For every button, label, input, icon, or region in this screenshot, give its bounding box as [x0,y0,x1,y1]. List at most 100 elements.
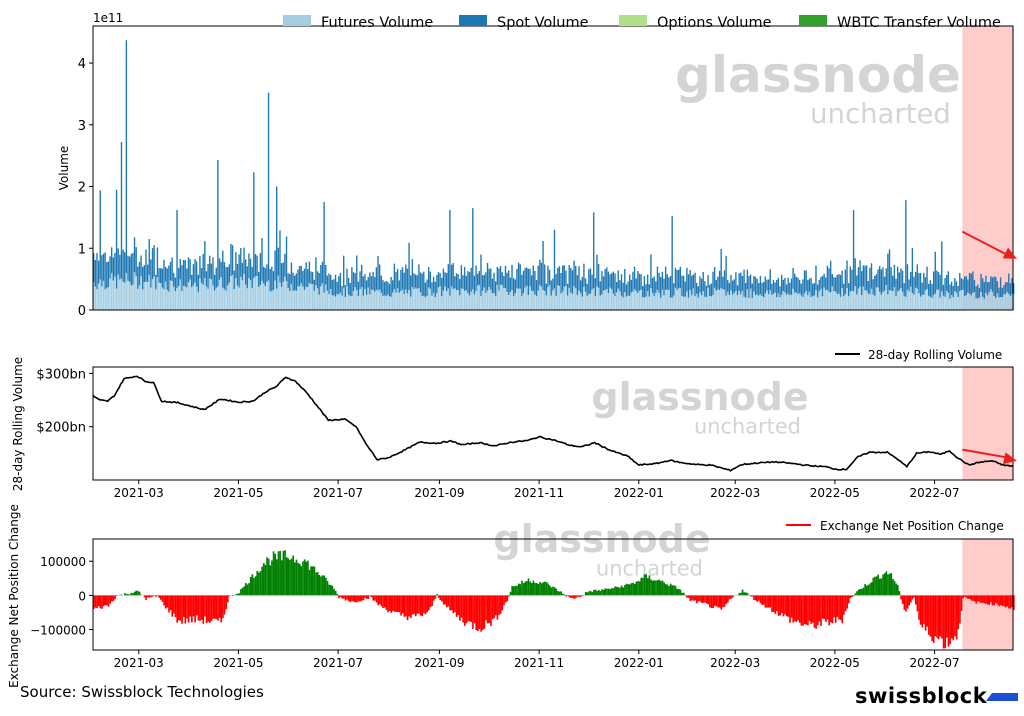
futures-bar [668,290,670,310]
spot-bar [926,266,928,289]
net-outflow-bar [204,595,206,617]
net-inflow-bar [334,590,337,596]
futures-bar [715,290,717,310]
futures-bar [965,295,967,310]
futures-bar [924,290,927,310]
spot-bar [872,279,874,295]
net-outflow-bar [501,595,504,611]
futures-bar [785,294,788,310]
futures-bar [364,288,366,310]
net-outflow-bar [197,595,200,621]
futures-bar [849,291,851,310]
spot-bar [588,269,590,295]
spot-bar [140,255,142,277]
futures-bar [421,296,423,310]
futures-bar [844,294,847,310]
futures-bar [338,294,340,310]
futures-bar [94,286,97,310]
futures-bar [921,295,923,310]
spot-bar [815,265,817,291]
net-outflow-bar [210,595,213,622]
spot-bar [266,264,268,282]
spot-bar [181,265,183,292]
futures-bar [357,295,360,310]
spot-bar [640,274,642,290]
futures-bar [602,290,605,310]
net-outflow-bar [990,595,992,603]
futures-bar [722,289,724,310]
futures-bar [463,290,466,310]
net-inflow-bar [527,578,530,596]
futures-bar [653,295,655,310]
futures-bar [779,297,781,310]
net-outflow-bar [339,595,342,597]
futures-bar [96,289,98,310]
spot-bar [807,279,809,296]
spot-bar [779,286,781,298]
net-outflow-bar [774,595,777,614]
net-outflow-bar [155,595,157,597]
net-inflow-bar [609,589,612,596]
spot-bar [540,262,543,287]
spot-bar [826,265,829,290]
net-inflow-bar [875,576,878,596]
futures-bar [673,295,675,310]
net-inflow-bar [236,593,239,596]
spot-bar [535,280,538,296]
net-outflow-bar [932,595,935,643]
spot-bar [135,247,137,277]
futures-bar [99,279,101,310]
spot-bar [192,264,195,286]
futures-bar [400,290,402,310]
y-tick-label: 2 [78,181,86,196]
futures-bar [344,296,347,310]
futures-bar [305,287,307,310]
trend-arrow-line [962,448,1010,459]
spot-bar [349,282,351,296]
net-inflow-bar [262,563,265,596]
futures-bar [589,293,592,310]
net-inflow-bar [741,589,744,596]
futures-bar [293,290,296,310]
spot-bar [303,268,306,290]
spot-bar [823,273,825,288]
futures-bar [612,293,615,310]
futures-bar [101,286,103,310]
net-inflow-bar [511,586,513,596]
net-inflow-bar [606,588,608,596]
futures-bar [494,295,497,310]
net-outflow-bar [970,595,973,601]
net-outflow-bar [813,595,816,628]
futures-bar [756,294,758,310]
spot-bar [119,254,121,280]
futures-bar [434,297,436,310]
futures-bar [249,280,252,310]
spot-bar [382,280,384,297]
net-outflow-bar [699,595,701,602]
spot-bar [800,283,802,296]
net-inflow-bar [668,586,670,596]
net-inflow-bar [591,592,594,596]
y-tick-label: 4 [78,57,86,72]
spot-bar [509,277,512,293]
futures-bar [972,292,974,310]
net-outflow-bar [978,595,981,602]
futures-bar [235,278,237,310]
futures-bar [872,294,874,310]
net-outflow-bar [771,595,773,613]
net-inflow-bar [240,589,242,596]
futures-bar [215,287,217,310]
net-outflow-bar [192,595,195,617]
spot-bar [834,277,837,292]
futures-bar [561,291,564,310]
net-inflow-bar [637,580,639,596]
futures-bar [192,285,195,310]
futures-bar [414,287,417,310]
spot-bar [854,258,856,287]
futures-bar [743,296,745,310]
spot-bar [503,275,505,289]
spot-bar [568,265,570,288]
futures-bar [699,292,701,310]
net-inflow-bar [558,591,561,596]
net-outflow-bar [398,595,401,613]
